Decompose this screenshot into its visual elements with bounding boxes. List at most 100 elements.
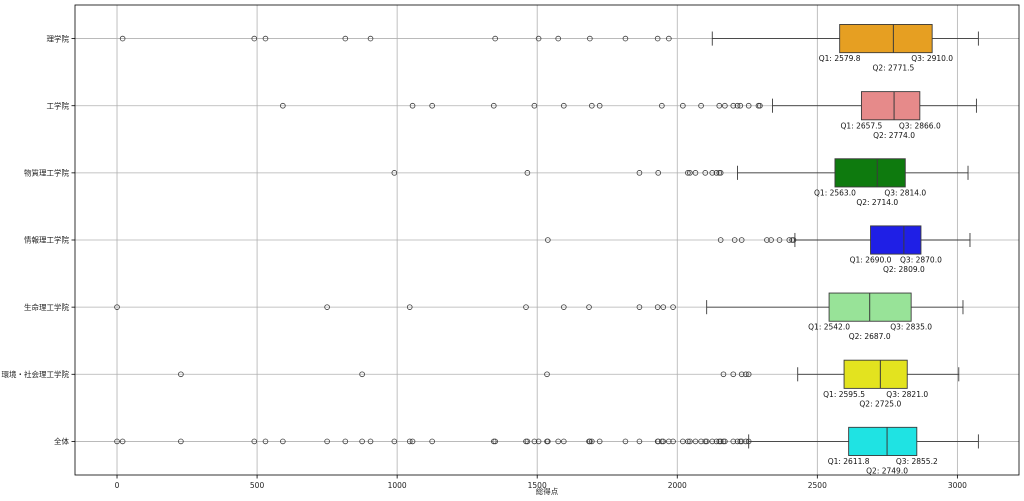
outlier-point bbox=[535, 35, 542, 42]
outlier-point bbox=[114, 304, 120, 310]
outlier-point bbox=[738, 438, 745, 445]
outlier-point bbox=[409, 438, 416, 445]
outlier-point bbox=[698, 102, 704, 109]
x-tick-label: 2000 bbox=[668, 481, 687, 490]
x-tick-label: 2500 bbox=[808, 481, 827, 490]
q2-label: Q2: 2687.0 bbox=[849, 332, 891, 341]
box-group bbox=[545, 225, 971, 255]
q2-label: Q2: 2771.5 bbox=[872, 64, 914, 73]
q3-label: Q3: 2866.0 bbox=[899, 121, 941, 130]
outlier-point bbox=[654, 35, 661, 42]
outlier-point bbox=[561, 304, 567, 310]
outlier-point bbox=[734, 102, 741, 109]
outlier-point bbox=[429, 438, 435, 445]
outlier-point bbox=[717, 170, 724, 176]
category-label: 情報理工学院 bbox=[24, 235, 69, 245]
outlier-point bbox=[738, 237, 745, 243]
iqr-box bbox=[843, 359, 908, 389]
outlier-point bbox=[702, 170, 709, 176]
outlier-point bbox=[654, 304, 661, 310]
q3-label: Q3: 2855.2 bbox=[896, 457, 938, 466]
outlier-point bbox=[359, 438, 365, 445]
outlier-point bbox=[545, 438, 551, 445]
q3-label: Q3: 2870.0 bbox=[900, 256, 942, 265]
outlier-point bbox=[709, 170, 716, 176]
outlier-point bbox=[745, 438, 752, 445]
q2-label: Q2: 2774.0 bbox=[873, 131, 915, 140]
outlier-point bbox=[670, 304, 676, 310]
outlier-point bbox=[666, 35, 672, 42]
outlier-point bbox=[713, 170, 720, 176]
outlier-point bbox=[660, 438, 667, 445]
outlier-point bbox=[178, 371, 184, 378]
outlier-point bbox=[561, 102, 567, 109]
q1-label: Q1: 2690.0 bbox=[850, 256, 892, 265]
outlier-point bbox=[743, 438, 749, 445]
outlier-point bbox=[545, 237, 551, 243]
category-label: 生命理工学院 bbox=[24, 302, 69, 312]
outlier-point bbox=[324, 304, 330, 310]
outlier-point bbox=[596, 438, 603, 445]
q3-label: Q3: 2821.0 bbox=[886, 390, 928, 399]
outlier-point bbox=[670, 438, 676, 445]
outlier-point bbox=[544, 371, 550, 378]
outlier-point bbox=[492, 438, 498, 445]
outlier-point bbox=[717, 438, 724, 445]
outlier-point bbox=[745, 371, 752, 378]
outlier-point bbox=[716, 102, 723, 109]
outlier-point bbox=[178, 438, 184, 445]
boxes bbox=[114, 24, 979, 456]
outlier-point bbox=[687, 170, 693, 176]
iqr-box bbox=[834, 158, 906, 188]
outlier-point bbox=[262, 35, 269, 42]
x-tick-label: 0 bbox=[115, 481, 120, 490]
outlier-point bbox=[720, 371, 727, 378]
outlier-point bbox=[790, 237, 797, 243]
outlier-point bbox=[622, 438, 629, 445]
outlier-point bbox=[119, 35, 126, 42]
outlier-point bbox=[391, 170, 398, 176]
outlier-point bbox=[524, 438, 531, 445]
outlier-point bbox=[698, 438, 704, 445]
outlier-point bbox=[555, 35, 562, 42]
q3-label: Q3: 2814.0 bbox=[884, 188, 926, 197]
outlier-point bbox=[666, 438, 672, 445]
outlier-point bbox=[586, 304, 592, 310]
box-group bbox=[280, 91, 977, 121]
outlier-point bbox=[406, 304, 413, 310]
outlier-point bbox=[531, 102, 538, 109]
q2-label: Q2: 2714.0 bbox=[856, 198, 898, 207]
outlier-point bbox=[367, 35, 374, 42]
outlier-point bbox=[523, 304, 529, 310]
outlier-point bbox=[768, 237, 774, 243]
x-tick-label: 500 bbox=[250, 481, 265, 490]
iqr-box bbox=[860, 91, 921, 121]
outlier-point bbox=[730, 438, 737, 445]
iqr-box bbox=[848, 426, 918, 456]
outlier-point bbox=[409, 102, 416, 109]
outlier-point bbox=[680, 102, 686, 109]
outlier-point bbox=[367, 438, 374, 445]
q3-label: Q3: 2835.0 bbox=[890, 323, 932, 332]
q1-label: Q1: 2611.8 bbox=[828, 457, 870, 466]
outlier-point bbox=[359, 371, 365, 378]
outlier-point bbox=[280, 438, 286, 445]
outlier-point bbox=[535, 438, 542, 445]
outlier-point bbox=[764, 237, 770, 243]
outlier-point bbox=[730, 371, 737, 378]
outlier-point bbox=[731, 237, 738, 243]
box-group bbox=[119, 24, 979, 54]
outlier-point bbox=[655, 170, 662, 176]
outlier-point bbox=[251, 438, 258, 445]
x-tick-label: 1500 bbox=[528, 481, 547, 490]
x-axis-title: 総得点 bbox=[536, 486, 559, 496]
outlier-point bbox=[745, 102, 752, 109]
outlier-point bbox=[636, 170, 643, 176]
outlier-point bbox=[717, 237, 724, 243]
outlier-point bbox=[685, 438, 691, 445]
plot-frame bbox=[74, 4, 1020, 476]
outlier-point bbox=[757, 102, 763, 109]
q2-label: Q2: 2749.0 bbox=[866, 467, 908, 476]
q2-label: Q2: 2809.0 bbox=[883, 265, 925, 274]
